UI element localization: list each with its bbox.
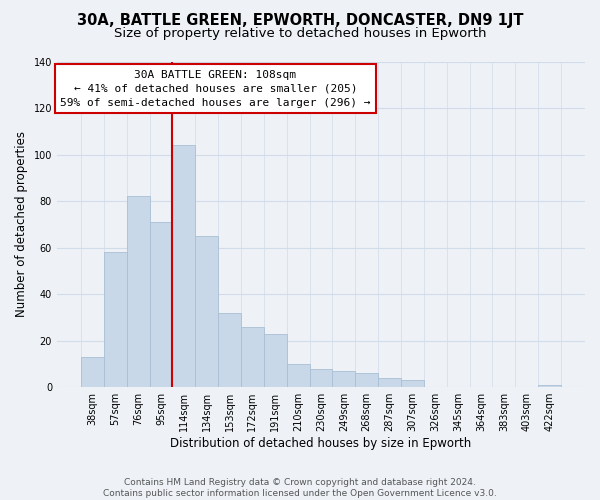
Text: 30A, BATTLE GREEN, EPWORTH, DONCASTER, DN9 1JT: 30A, BATTLE GREEN, EPWORTH, DONCASTER, D… bbox=[77, 12, 523, 28]
Bar bbox=[355, 373, 378, 387]
Bar bbox=[149, 222, 172, 387]
Bar bbox=[287, 364, 310, 387]
Bar bbox=[81, 357, 104, 387]
Bar bbox=[538, 385, 561, 387]
Bar bbox=[401, 380, 424, 387]
Bar bbox=[241, 326, 264, 387]
Text: Size of property relative to detached houses in Epworth: Size of property relative to detached ho… bbox=[114, 28, 486, 40]
Bar bbox=[378, 378, 401, 387]
X-axis label: Distribution of detached houses by size in Epworth: Distribution of detached houses by size … bbox=[170, 437, 472, 450]
Bar bbox=[172, 146, 195, 387]
Bar bbox=[218, 313, 241, 387]
Bar bbox=[310, 368, 332, 387]
Text: Contains HM Land Registry data © Crown copyright and database right 2024.
Contai: Contains HM Land Registry data © Crown c… bbox=[103, 478, 497, 498]
Bar bbox=[264, 334, 287, 387]
Bar bbox=[127, 196, 149, 387]
Bar bbox=[332, 371, 355, 387]
Text: 30A BATTLE GREEN: 108sqm
← 41% of detached houses are smaller (205)
59% of semi-: 30A BATTLE GREEN: 108sqm ← 41% of detach… bbox=[60, 70, 371, 108]
Y-axis label: Number of detached properties: Number of detached properties bbox=[15, 132, 28, 318]
Bar bbox=[195, 236, 218, 387]
Bar bbox=[104, 252, 127, 387]
